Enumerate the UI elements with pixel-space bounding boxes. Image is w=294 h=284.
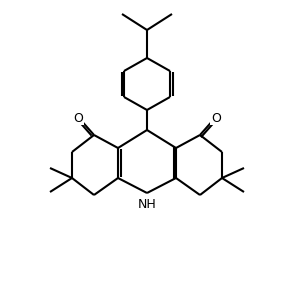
Text: O: O — [73, 112, 83, 124]
Text: O: O — [211, 112, 221, 124]
Text: NH: NH — [138, 199, 156, 212]
